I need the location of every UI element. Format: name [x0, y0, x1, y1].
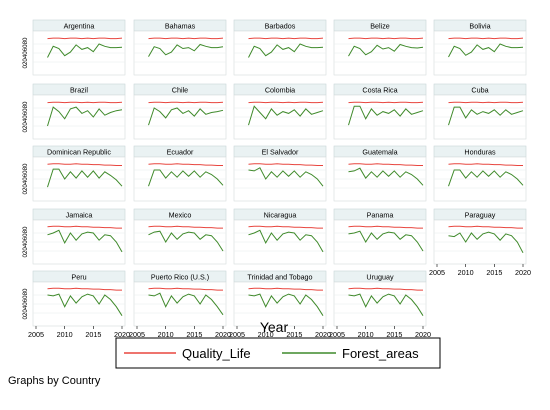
series-line-quality-life — [449, 38, 524, 39]
series-line-quality-life — [349, 38, 424, 39]
x-axis-title: Year — [260, 319, 289, 335]
x-tick-label: 2010 — [57, 330, 73, 339]
panel-title: Jamaica — [66, 211, 93, 220]
panel-mexico: Mexico — [134, 209, 226, 264]
legend-label-forest-areas: Forest_areas — [342, 346, 419, 361]
legend: Quality_Life Forest_areas — [116, 338, 440, 368]
panel-title: Cuba — [471, 86, 488, 95]
x-tick-label: 2005 — [429, 268, 445, 277]
panel-bahamas: Bahamas — [134, 20, 226, 75]
panel-ecuador: Ecuador — [134, 146, 226, 201]
panel-chile: Chile — [134, 84, 226, 139]
panel-title: Guatemala — [362, 148, 397, 157]
x-tick-label: 2010 — [458, 268, 474, 277]
x-tick-label: 2020 — [515, 268, 531, 277]
panel-title: Trinidad and Tobago — [247, 273, 312, 282]
panel-title: Colombia — [265, 86, 295, 95]
panel-costa-rica: Costa Rica — [334, 84, 426, 139]
panel-title: Nicaragua — [264, 211, 297, 220]
panel-title: Peru — [71, 273, 86, 282]
panel-puerto-rico-u-s: Puerto Rico (U.S.) — [134, 271, 226, 326]
panel-cuba: Cuba — [434, 84, 526, 139]
legend-label-quality-life: Quality_Life — [182, 346, 251, 361]
panel-peru: Peru 020406080 — [22, 271, 125, 326]
x-tick-label: 2005 — [28, 330, 44, 339]
panel-paraguay: Paraguay — [434, 209, 526, 264]
panel-title: Bahamas — [165, 22, 196, 31]
panel-brazil: Brazil 020406080 — [22, 84, 125, 139]
y-tick-label: 020406080 — [22, 288, 29, 320]
panel-guatemala: Guatemala — [334, 146, 426, 201]
panel-title: El Salvador — [262, 148, 299, 157]
y-tick-label: 020406080 — [22, 226, 29, 258]
panel-title: Belize — [370, 22, 390, 31]
panel-el-salvador: El Salvador — [234, 146, 326, 201]
panel-title: Chile — [172, 86, 188, 95]
series-line-quality-life — [48, 38, 123, 39]
panel-title: Honduras — [464, 148, 496, 157]
graphs-by-note: Graphs by Country — [8, 375, 101, 387]
panel-title: Paraguay — [465, 211, 496, 220]
y-tick-label: 020406080 — [22, 101, 29, 133]
panel-title: Uruguay — [366, 273, 394, 282]
panel-barbados: Barbados — [234, 20, 326, 75]
panel-title: Mexico — [169, 211, 192, 220]
panel-colombia: Colombia — [234, 84, 326, 139]
panel-belize: Belize — [334, 20, 426, 75]
panel-title: Brazil — [70, 86, 88, 95]
panel-argentina: Argentina 020406080 — [22, 20, 125, 75]
panel-title: Dominican Republic — [47, 148, 111, 157]
y-tick-label: 020406080 — [22, 163, 29, 195]
y-tick-label: 020406080 — [22, 37, 29, 69]
panel-trinidad-and-tobago: Trinidad and Tobago — [234, 271, 326, 326]
panel-title: Argentina — [64, 22, 95, 31]
x-tick-label: 2015 — [85, 330, 101, 339]
panel-dominican-republic: Dominican Republic 020406080 — [22, 146, 125, 201]
panel-title: Costa Rica — [362, 86, 397, 95]
panel-honduras: Honduras — [434, 146, 526, 201]
x-tick-label: 2015 — [486, 268, 502, 277]
panel-uruguay: Uruguay — [334, 271, 426, 326]
panel-bolivia: Bolivia — [434, 20, 526, 75]
series-line-quality-life — [249, 38, 324, 39]
panel-title: Bolivia — [469, 22, 490, 31]
panel-nicaragua: Nicaragua — [234, 209, 326, 264]
panel-title: Barbados — [265, 22, 296, 31]
panel-title: Ecuador — [167, 148, 194, 157]
panel-title: Panama — [367, 211, 394, 220]
panel-panama: Panama — [334, 209, 426, 264]
series-line-quality-life — [149, 38, 224, 39]
panel-jamaica: Jamaica 020406080 — [22, 209, 125, 264]
panel-title: Puerto Rico (U.S.) — [151, 273, 209, 282]
